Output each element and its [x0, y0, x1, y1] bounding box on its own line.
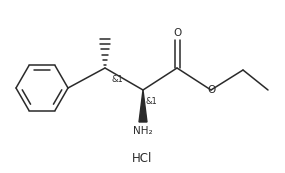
Text: &1: &1 [112, 75, 124, 84]
Text: NH₂: NH₂ [133, 126, 153, 136]
Polygon shape [139, 90, 147, 122]
Text: &1: &1 [146, 97, 158, 106]
Text: HCl: HCl [132, 152, 152, 165]
Text: O: O [173, 28, 181, 38]
Text: O: O [207, 85, 215, 95]
